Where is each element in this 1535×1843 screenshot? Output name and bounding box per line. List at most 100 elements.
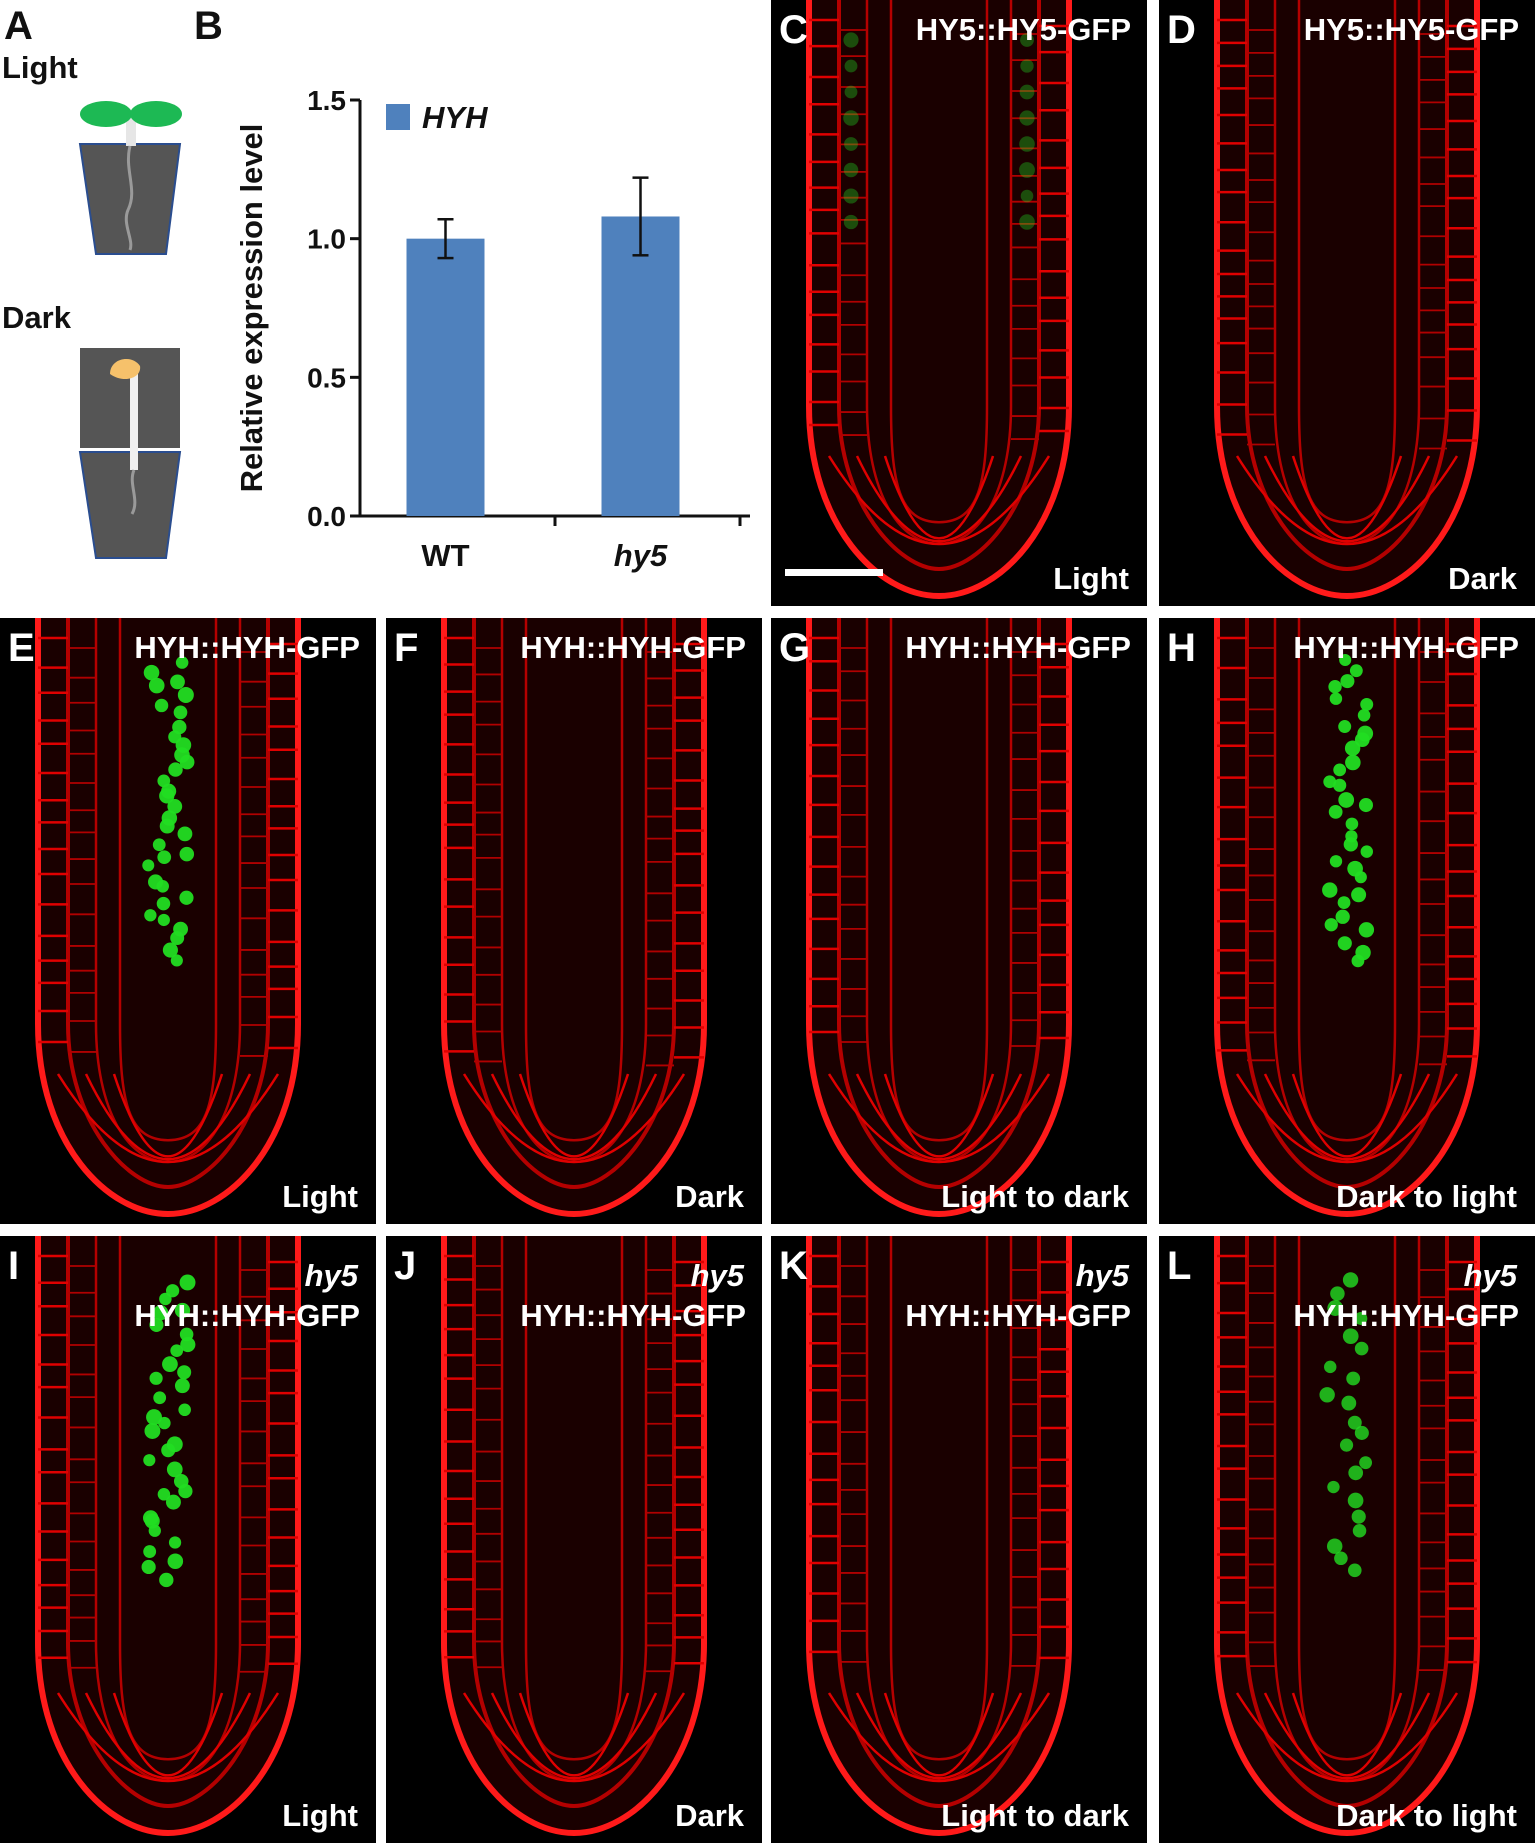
root-outline [441, 618, 707, 1218]
root-cap-arc [1291, 1073, 1403, 1158]
gfp-nucleus [1333, 763, 1347, 777]
cell-layer [524, 618, 624, 1142]
gfp-nucleus [161, 1443, 176, 1458]
gfp-nucleus [1338, 720, 1352, 734]
gfp-nucleus [162, 1356, 178, 1373]
gfp-nucleus [143, 1545, 157, 1558]
condition-label: Light [1053, 561, 1129, 596]
gfp-nucleus [844, 59, 858, 73]
gfp-nucleus [1358, 922, 1375, 938]
root-cap-arc [84, 1692, 252, 1780]
root-cap-arc [1291, 1692, 1403, 1777]
root-cap-arc [518, 1073, 630, 1158]
gfp-nucleus [177, 686, 194, 703]
cell-layer [1297, 618, 1397, 1142]
condition-label: Dark [1448, 561, 1517, 596]
gfp-nucleus [1339, 653, 1352, 666]
construct-label: HY5::HY5-GFP [915, 12, 1131, 47]
gfp-nucleus [170, 674, 185, 690]
y-tick-label: 1.0 [307, 224, 346, 255]
panel-letter: J [394, 1244, 417, 1288]
condition-label: Dark to light [1336, 1798, 1517, 1833]
gfp-nucleus [1351, 1509, 1366, 1524]
root-outline [35, 1236, 301, 1837]
gfp-nucleus [173, 705, 188, 720]
root-body [809, 618, 1069, 1214]
gfp-nucleus [1328, 805, 1343, 819]
root-image [1214, 0, 1480, 600]
gfp-nucleus [179, 754, 195, 770]
scale-bar [785, 569, 883, 576]
gfp-nucleus [843, 214, 859, 230]
gfp-nucleus [1328, 680, 1342, 694]
micrograph-panel-f: F HYH::HYH-GFP Dark [386, 618, 762, 1224]
genotype-label: hy5 [304, 1258, 358, 1293]
gfp-nucleus [1324, 1360, 1337, 1374]
gfp-nucleus [146, 1409, 162, 1426]
gfp-nucleus [1333, 778, 1347, 792]
gfp-nucleus [144, 1423, 161, 1439]
root-outline [806, 618, 1072, 1218]
condition-label: Dark [675, 1179, 744, 1214]
legend-swatch [386, 104, 410, 130]
gfp-nucleus [1347, 1415, 1362, 1430]
gfp-nucleus [156, 880, 169, 893]
gfp-nucleus [1020, 33, 1034, 47]
panel-letter: E [8, 626, 35, 670]
gfp-nucleus [1020, 59, 1034, 73]
gfp-nucleus [1354, 1341, 1369, 1356]
gfp-nucleus [1354, 1311, 1368, 1325]
gfp-nucleus [1357, 708, 1371, 722]
gfp-nucleus [144, 909, 157, 922]
gfp-nucleus [149, 1371, 163, 1385]
construct-label: HYH::HYH-GFP [134, 630, 360, 665]
root-cap-arc [84, 1073, 252, 1161]
gfp-nucleus [1354, 1425, 1369, 1440]
gfp-nucleus [177, 826, 193, 842]
root-image [806, 1236, 1072, 1837]
gfp-nucleus [1343, 837, 1358, 852]
gfp-nucleus [159, 1572, 174, 1588]
root-outline [441, 1236, 707, 1837]
panel-letter: G [779, 626, 811, 670]
gfp-nucleus [1349, 664, 1363, 678]
cell-layer [889, 618, 989, 1142]
gfp-nucleus [1340, 674, 1355, 689]
gfp-nucleus [1337, 896, 1351, 909]
gfp-nucleus [177, 1365, 192, 1380]
cell-layer [837, 1236, 1041, 1809]
gfp-nucleus [1345, 817, 1359, 831]
construct-label: HY5::HY5-GFP [1303, 12, 1519, 47]
gfp-nucleus [844, 137, 858, 151]
root-cap-arc [883, 455, 995, 540]
cell-layer [1297, 1236, 1397, 1761]
gfp-nucleus [156, 896, 171, 911]
construct-label: HYH::HYH-GFP [134, 1298, 360, 1333]
cell-layer [1297, 0, 1397, 524]
gfp-nucleus [1327, 1480, 1340, 1494]
gfp-nucleus [843, 32, 859, 48]
root-body [444, 618, 704, 1214]
gfp-nucleus [149, 1317, 164, 1332]
gfp-nucleus [1345, 754, 1361, 771]
gfp-nucleus [1338, 792, 1355, 808]
dark-label: Dark [2, 300, 71, 335]
panel-a: A Light Dark [0, 0, 190, 600]
gfp-nucleus [1019, 136, 1035, 152]
gfp-nucleus [1329, 692, 1343, 705]
gfp-nucleus [179, 890, 194, 905]
root-cap-arc [827, 455, 1051, 546]
gfp-nucleus [1323, 775, 1337, 789]
root-cap-arc [462, 1073, 686, 1164]
root-cap-arc [1263, 1692, 1431, 1780]
root-outline [1214, 0, 1480, 600]
root-cap-arc [855, 1692, 1023, 1780]
root-body [444, 1236, 704, 1833]
panel-letter: K [779, 1244, 808, 1288]
gfp-nucleus [167, 1553, 184, 1570]
root-cap-arc [1291, 455, 1403, 540]
gfp-nucleus [1019, 110, 1035, 126]
gfp-nucleus [178, 1403, 191, 1417]
light-seedling-illustration [78, 101, 182, 255]
